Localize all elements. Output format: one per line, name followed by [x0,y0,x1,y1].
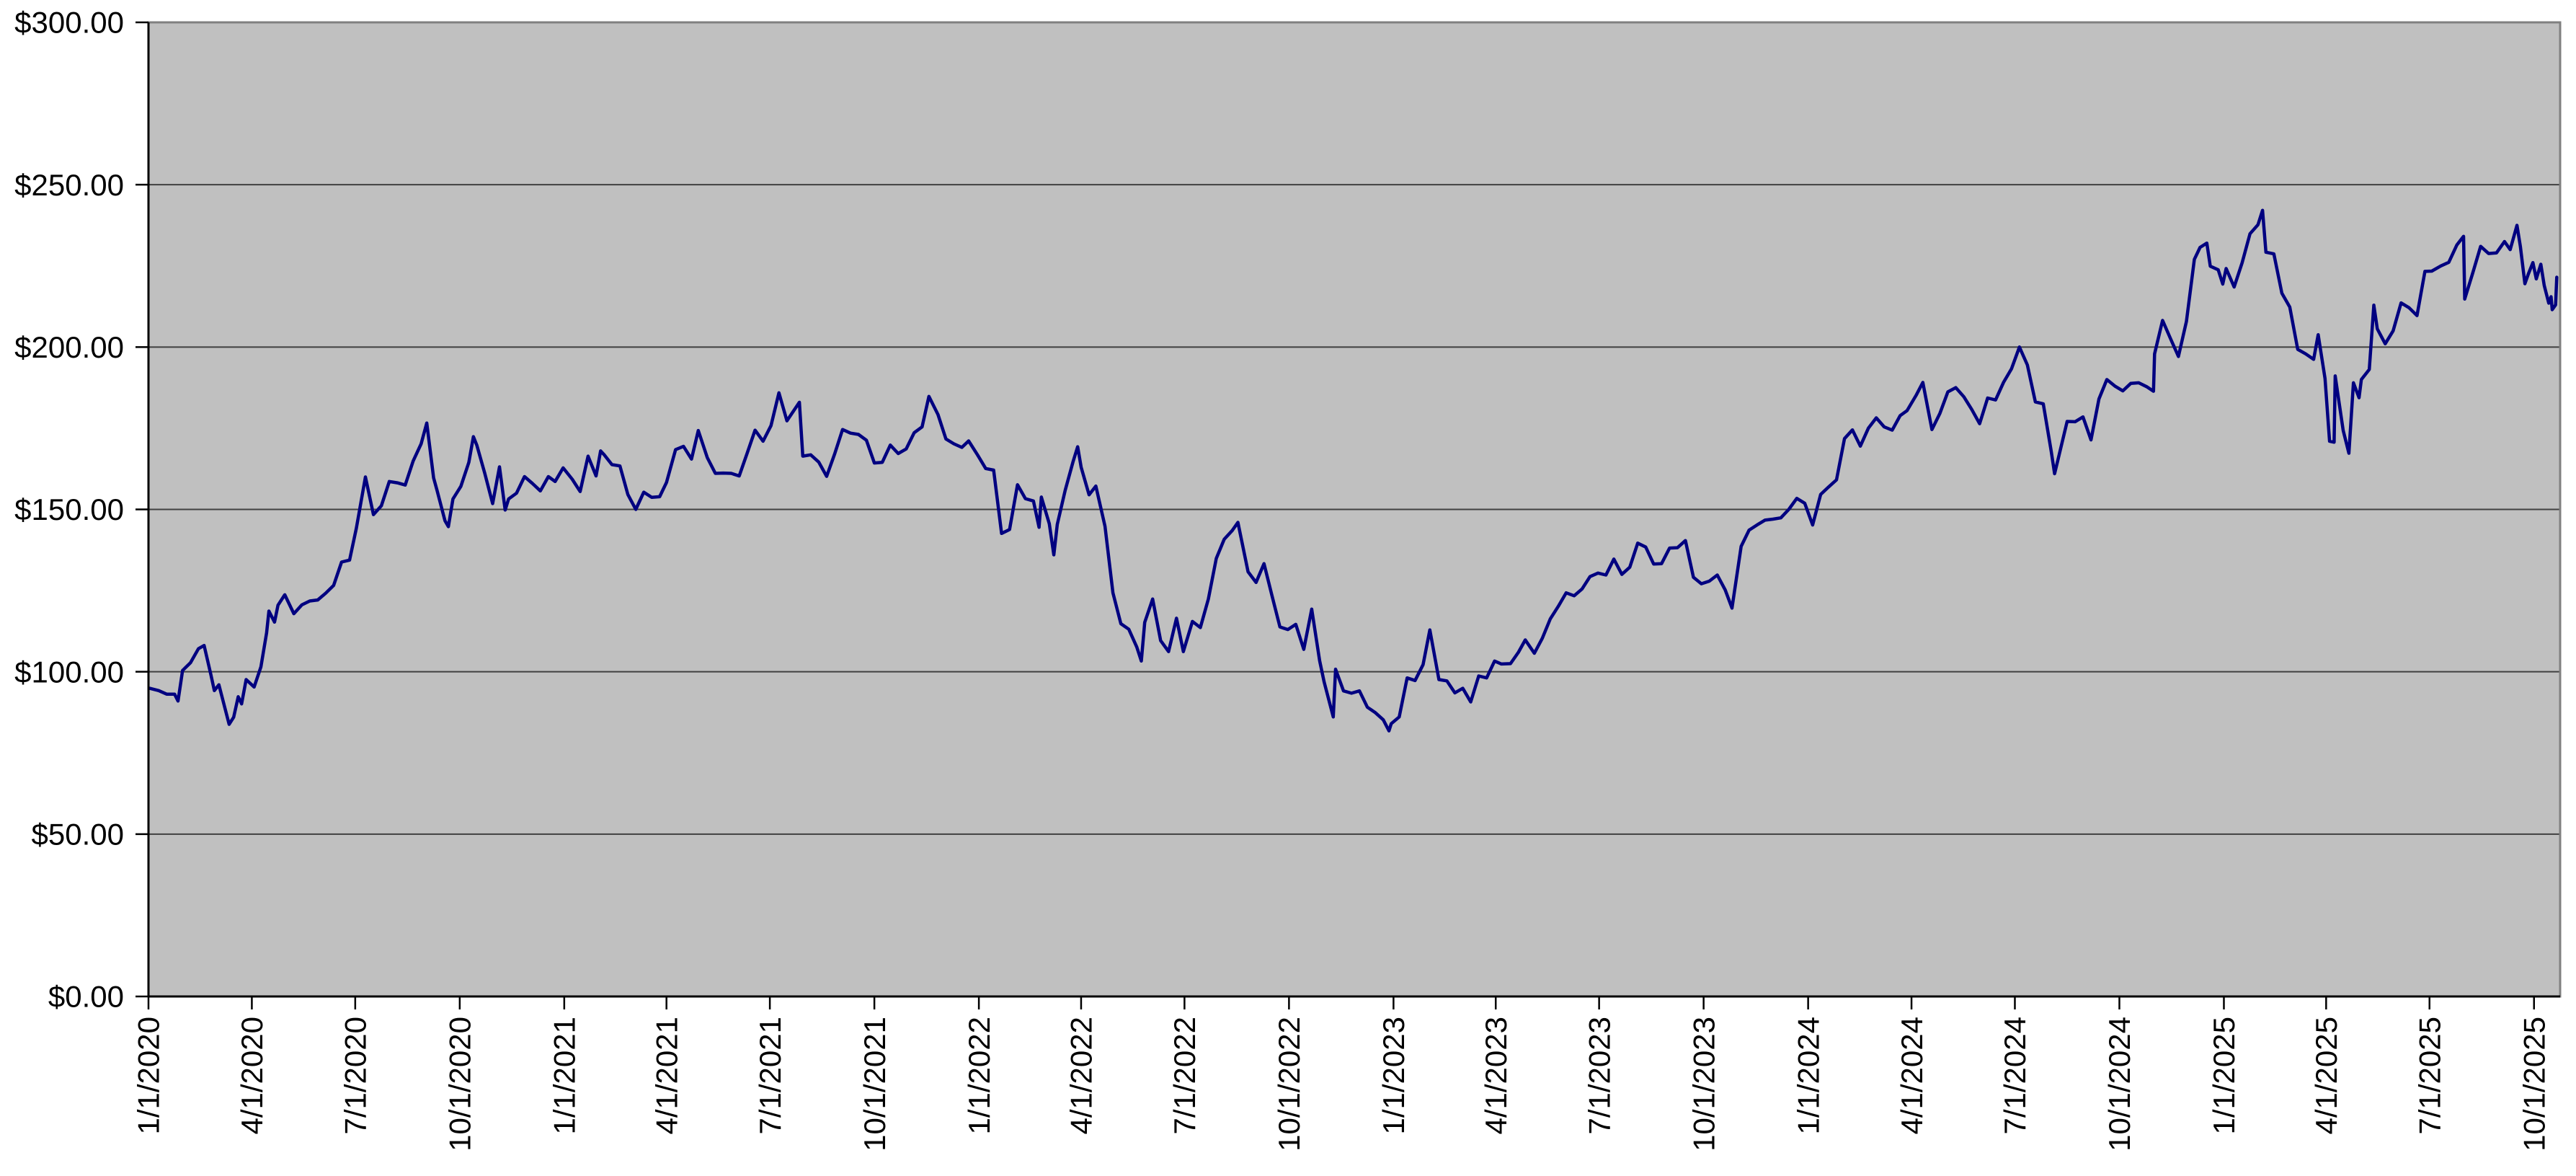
x-axis-tick-label: 10/1/2021 [858,1017,892,1151]
x-axis-tick-label: 1/1/2024 [1791,1017,1825,1135]
y-axis-tick-label: $200.00 [14,330,124,364]
x-axis-tick-label: 4/1/2024 [1895,1017,1929,1135]
x-axis-tick-label: 1/1/2020 [132,1017,166,1135]
x-axis-tick-label: 7/1/2021 [753,1017,787,1135]
x-axis-tick-label: 10/1/2025 [2518,1017,2551,1151]
x-axis-tick-label: 7/1/2023 [1582,1017,1616,1135]
x-axis-tick-label: 7/1/2025 [2413,1017,2447,1135]
y-axis-tick-label: $250.00 [14,168,124,202]
x-axis-tick-label: 4/1/2025 [2309,1017,2343,1135]
y-axis-tick-label: $0.00 [48,980,124,1014]
x-axis-tick-label: 4/1/2022 [1065,1017,1098,1135]
x-axis-tick-label: 7/1/2022 [1168,1017,1202,1135]
y-axis-tick-label: $50.00 [32,818,124,852]
x-axis-tick-label: 10/1/2024 [2102,1017,2136,1151]
x-axis-tick-label: 4/1/2020 [235,1017,269,1135]
y-axis-tick-label: $100.00 [14,655,124,689]
y-axis-tick-label: $300.00 [14,6,124,40]
x-axis-tick-label: 10/1/2020 [443,1017,477,1151]
x-axis-tick-label: 10/1/2022 [1272,1017,1306,1151]
x-axis-tick-label: 1/1/2025 [2207,1017,2241,1135]
x-axis-tick-label: 1/1/2021 [548,1017,582,1135]
x-axis-tick-label: 4/1/2021 [649,1017,683,1135]
x-axis-tick-label: 7/1/2020 [339,1017,373,1135]
x-axis-tick-label: 1/1/2022 [962,1017,996,1135]
price-line-series [148,208,2559,733]
x-axis-tick-label: 4/1/2023 [1479,1017,1513,1135]
x-axis-tick-label: 10/1/2023 [1687,1017,1720,1151]
y-axis-tick-label: $150.00 [14,492,124,526]
x-axis-tick-label: 7/1/2024 [1998,1017,2032,1135]
x-axis-tick-label: 1/1/2023 [1377,1017,1411,1135]
